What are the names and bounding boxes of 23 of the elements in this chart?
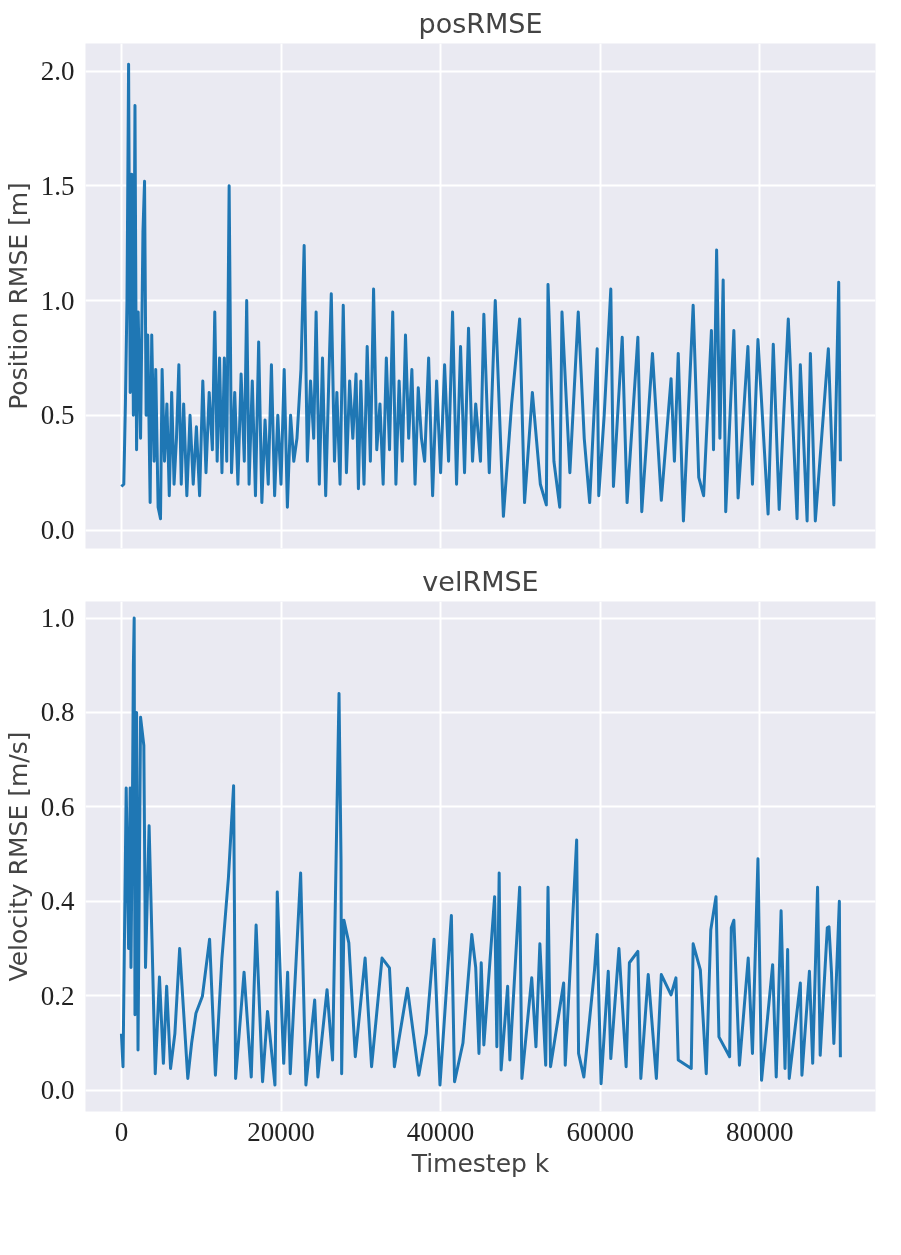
- x-tick-label: 60000: [566, 1116, 634, 1147]
- chart-title: velRMSE: [422, 565, 539, 597]
- x-tick-label: 40000: [406, 1116, 475, 1147]
- x-tick-label: 20000: [247, 1116, 315, 1147]
- y-axis-title: Position RMSE [m]: [3, 182, 33, 410]
- y-tick-label: 1.5: [40, 170, 75, 201]
- y-tick-label: 0.0: [40, 515, 75, 546]
- line-series: [119, 616, 842, 1087]
- y-tick-label: 0.5: [40, 400, 75, 431]
- y-axis-title: Velocity RMSE [m/s]: [3, 731, 33, 982]
- y-tick-label: 1.0: [40, 603, 75, 634]
- x-tick-label: 80000: [726, 1116, 794, 1147]
- chart-title: posRMSE: [418, 7, 543, 39]
- y-tick-label: 0.2: [40, 980, 75, 1011]
- line-series: [119, 62, 842, 523]
- y-tick-label: 0.0: [40, 1075, 75, 1106]
- y-tick-label: 2.0: [40, 56, 75, 87]
- x-axis-title: Timestep k: [410, 1148, 550, 1178]
- y-tick-label: 0.8: [40, 697, 75, 728]
- y-tick-label: 1.0: [40, 285, 75, 316]
- y-tick-label: 0.6: [40, 791, 75, 822]
- y-tick-label: 0.4: [40, 886, 75, 917]
- x-tick-label: 0: [114, 1116, 129, 1147]
